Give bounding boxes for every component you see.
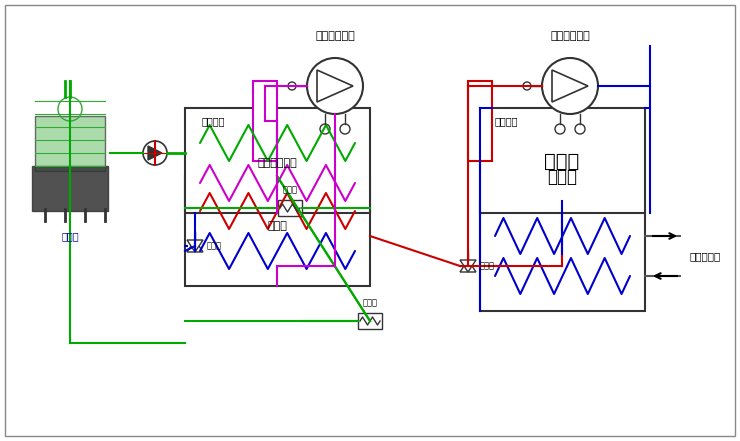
Polygon shape (317, 70, 353, 102)
Polygon shape (552, 70, 588, 102)
Text: 冷凝器: 冷凝器 (267, 221, 287, 231)
Polygon shape (460, 260, 476, 272)
Bar (480, 201, 645, 311)
Text: 低温级压缩机: 低温级压缩机 (550, 31, 590, 41)
Circle shape (320, 124, 330, 134)
Polygon shape (460, 260, 476, 272)
Text: 膨胀阀: 膨胀阀 (207, 242, 222, 250)
Circle shape (340, 124, 350, 134)
Circle shape (143, 141, 167, 165)
Polygon shape (148, 146, 162, 160)
Text: 蒸发式冷凝器: 蒸发式冷凝器 (257, 158, 297, 168)
Bar (480, 108, 645, 213)
Bar (35, 116, 105, 171)
Bar (253, 81, 277, 161)
Circle shape (555, 124, 565, 134)
Bar (278, 200, 302, 216)
Bar (32, 166, 108, 211)
Text: 冷却塔: 冷却塔 (61, 231, 79, 241)
Bar (185, 108, 370, 213)
Text: 过滤器: 过滤器 (363, 298, 377, 307)
Text: 油分离器: 油分离器 (495, 116, 519, 126)
Text: 膨胀罐: 膨胀罐 (545, 152, 579, 171)
Circle shape (288, 82, 296, 90)
Circle shape (307, 58, 363, 114)
Circle shape (523, 82, 531, 90)
Text: 过滤器: 过滤器 (283, 185, 297, 194)
Bar (358, 313, 382, 329)
Polygon shape (187, 240, 203, 252)
Circle shape (542, 58, 598, 114)
Polygon shape (187, 240, 203, 252)
Text: 酒精进出口: 酒精进出口 (690, 251, 722, 261)
Circle shape (575, 124, 585, 134)
Text: 油分离器: 油分离器 (201, 116, 225, 126)
Bar (185, 176, 370, 286)
Text: 高温级压缩机: 高温级压缩机 (315, 31, 355, 41)
Text: 蒸发器: 蒸发器 (547, 168, 577, 186)
Text: 膨胀阀: 膨胀阀 (480, 262, 495, 270)
Bar (468, 81, 492, 161)
